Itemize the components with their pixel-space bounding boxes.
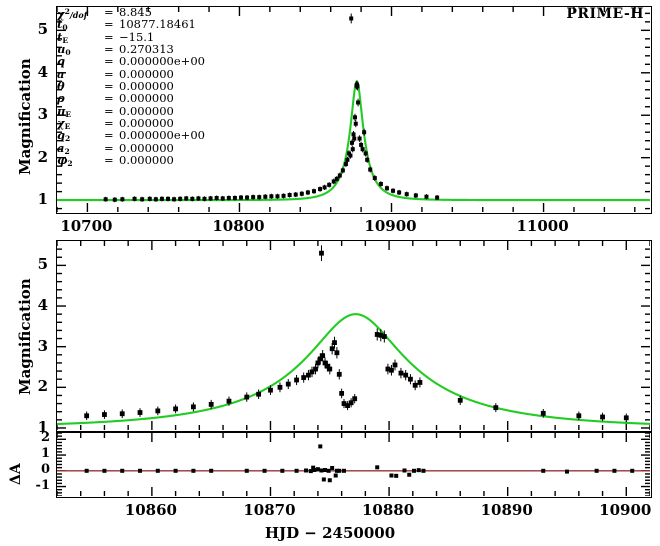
y-tick-label: 2: [40, 430, 50, 446]
y-tick-label: -1: [35, 477, 50, 493]
middle-panel-plot-area: [57, 241, 651, 431]
x-tick-label: 11000: [516, 217, 569, 235]
data-points: [103, 16, 440, 202]
parameter-equals: =: [104, 79, 114, 94]
parameter-value: 0.000000e+00: [119, 128, 205, 143]
parameter-name: q: [57, 54, 66, 69]
source-label: PRIME-H: [566, 6, 644, 22]
residual-panel-svg: [57, 433, 650, 496]
parameter-name: a: [57, 66, 65, 81]
parameter-value: 0.270313: [119, 42, 174, 57]
top-panel-svg: [57, 7, 650, 212]
parameter-equals: =: [104, 66, 114, 81]
x-tick-label: 10880: [361, 501, 415, 519]
parameter-name: u0: [57, 42, 71, 58]
parameter-equals: =: [104, 17, 114, 32]
parameter-equals: =: [104, 54, 114, 69]
x-tick-label: 10700: [60, 217, 113, 235]
y-tick-label: 4: [37, 62, 48, 81]
parameter-value: 0.000000: [119, 116, 174, 131]
top-panel-plot-area: [57, 7, 651, 213]
y-tick-label: 1: [40, 446, 50, 462]
parameter-name: πE: [57, 103, 72, 119]
parameter-equals: =: [104, 103, 114, 118]
y-tick-label: 1: [37, 190, 48, 209]
parameter-equals: =: [104, 5, 114, 19]
parameter-value: 0.000000: [119, 66, 174, 81]
y-tick-label: 5: [37, 20, 48, 39]
residual-panel: [56, 432, 652, 498]
parameter-value: 10877.18461: [119, 17, 196, 32]
data-points: [84, 250, 629, 421]
parameter-name: t0: [57, 17, 68, 33]
parameter-name: tE: [57, 29, 69, 45]
parameter-equals: =: [104, 116, 114, 131]
y-tick-label: 5: [37, 255, 48, 274]
parameter-equals: =: [104, 42, 114, 57]
parameter-value: 0.000000: [119, 153, 174, 168]
y-tick-label: 3: [37, 336, 48, 355]
parameter-value: 0.000000e+00: [119, 54, 205, 69]
x-axis-label: HJD − 2450000: [264, 524, 396, 542]
y-tick-label: 0: [40, 461, 50, 477]
y-tick-label: 4: [37, 296, 48, 315]
parameter-equals: =: [104, 140, 114, 155]
parameter-value: 8.845: [119, 5, 152, 19]
parameter-equals: =: [104, 153, 114, 168]
x-tick-label: 10800: [212, 217, 265, 235]
parameter-value: 0.000000: [119, 103, 174, 118]
x-tick-label: 10870: [243, 501, 296, 519]
parameter-equals: =: [104, 91, 114, 106]
x-tick-label: 10900: [364, 217, 417, 235]
parameter-value: 0.000000: [119, 79, 174, 94]
parameter-name: q2: [57, 128, 71, 144]
y-tick-label: 2: [37, 147, 48, 166]
parameter-name: a2: [57, 140, 70, 156]
data-points: [84, 444, 635, 483]
parameter-value: −15.1: [119, 29, 155, 44]
x-tick-label: 10900: [599, 501, 652, 519]
middle-panel: [56, 240, 652, 432]
x-tick-label: 10890: [480, 501, 533, 519]
parameter-name: χ2/dof: [57, 7, 88, 21]
middle-panel-svg: [57, 241, 650, 430]
top-panel: [56, 6, 652, 214]
parameter-name: φ2: [57, 153, 73, 169]
y-tick-label: 3: [37, 105, 48, 124]
parameter-name: θ: [57, 79, 65, 94]
y-tick-label: 1: [37, 417, 48, 436]
parameter-value: 0.000000: [119, 140, 174, 155]
parameter-equals: =: [104, 128, 114, 143]
x-tick-label: 10860: [124, 501, 177, 519]
residual-panel-plot-area: [57, 433, 651, 497]
y-tick-label: 2: [37, 377, 48, 396]
parameter-name: χE: [57, 116, 71, 132]
parameter-value: 0.000000: [119, 91, 174, 106]
parameter-equals: =: [104, 29, 114, 44]
parameter-name: ρ: [57, 91, 65, 106]
